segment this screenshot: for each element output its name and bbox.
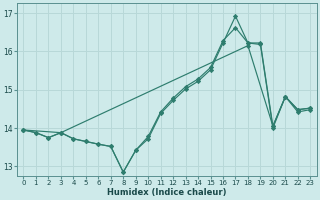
- X-axis label: Humidex (Indice chaleur): Humidex (Indice chaleur): [107, 188, 227, 197]
